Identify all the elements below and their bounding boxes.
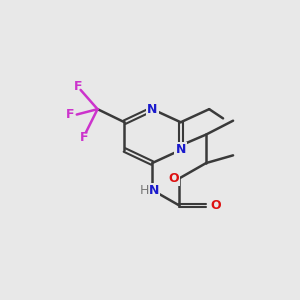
Text: N: N (176, 143, 186, 157)
Text: F: F (80, 131, 88, 144)
Text: N: N (149, 184, 160, 196)
Text: F: F (66, 108, 75, 121)
Text: O: O (211, 199, 221, 212)
Text: F: F (74, 80, 82, 92)
Text: N: N (147, 103, 158, 116)
Text: H: H (140, 184, 149, 196)
Text: O: O (169, 172, 179, 185)
